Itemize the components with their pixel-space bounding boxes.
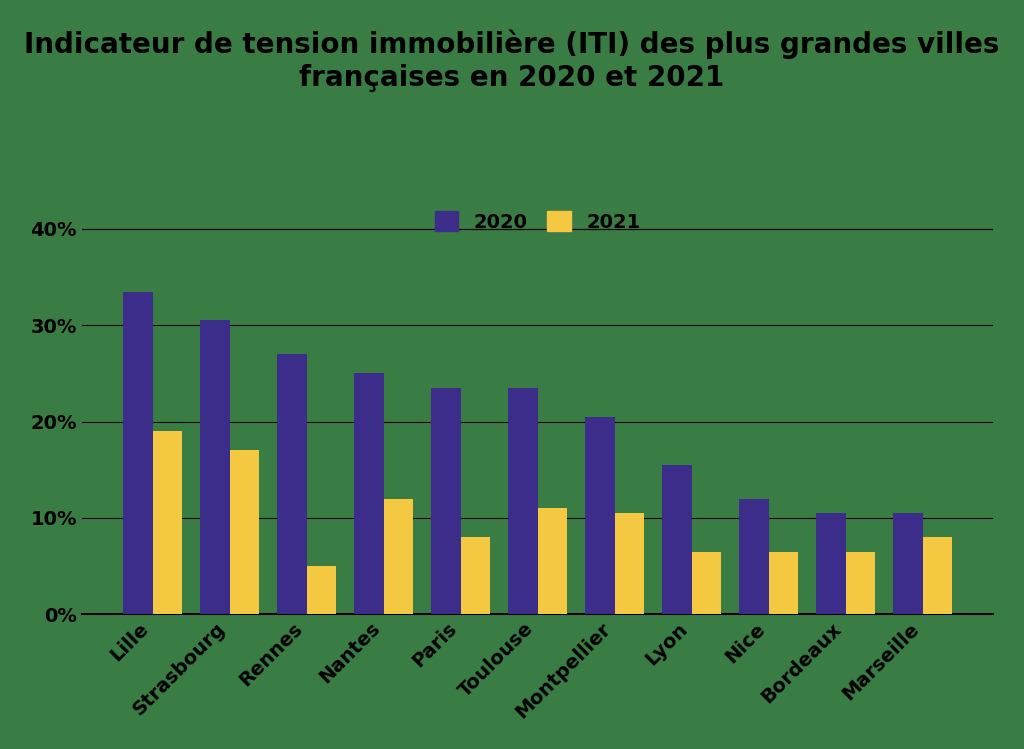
Bar [846, 551, 874, 614]
Bar [384, 499, 413, 614]
Bar [923, 537, 952, 614]
Bar [691, 551, 721, 614]
Bar [153, 431, 182, 614]
Bar [306, 566, 336, 614]
Bar [816, 513, 846, 614]
Bar [769, 551, 798, 614]
Bar [229, 450, 259, 614]
Bar [431, 388, 461, 614]
Bar [278, 354, 306, 614]
Bar [354, 374, 384, 614]
Bar [739, 499, 769, 614]
Bar [123, 291, 153, 614]
Bar [508, 388, 538, 614]
Bar [201, 321, 229, 614]
Bar [586, 416, 614, 614]
Text: Indicateur de tension immobilière (ITI) des plus grandes villes
françaises en 20: Indicateur de tension immobilière (ITI) … [25, 30, 999, 92]
Legend: 2020, 2021: 2020, 2021 [427, 203, 648, 240]
Bar [663, 465, 691, 614]
Bar [538, 509, 567, 614]
Bar [461, 537, 489, 614]
Bar [893, 513, 923, 614]
Bar [614, 513, 644, 614]
